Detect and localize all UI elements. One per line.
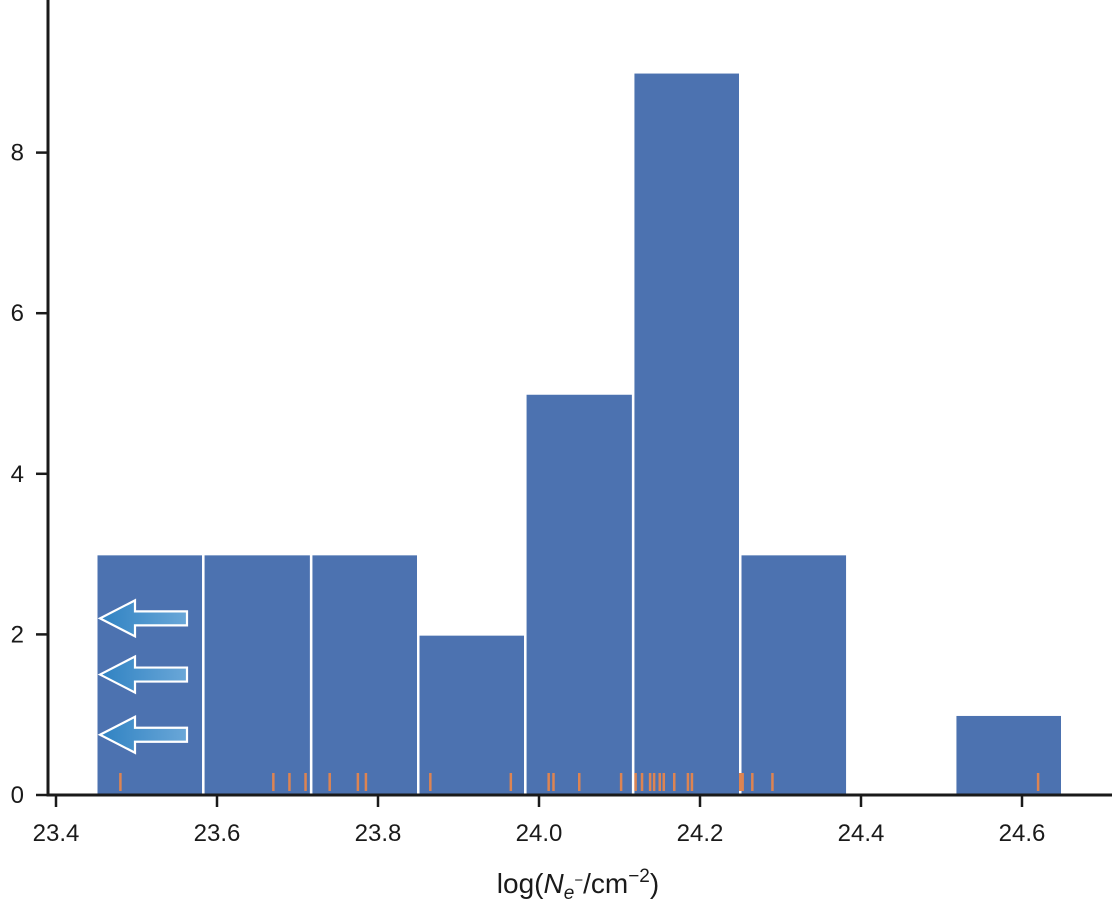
histogram-bar	[309, 552, 420, 797]
y-tick-label: 6	[11, 300, 24, 327]
x-tick-label: 24.6	[999, 820, 1046, 847]
y-tick-label: 4	[11, 461, 24, 488]
x-tick-label: 23.6	[194, 820, 241, 847]
histogram-bar	[417, 633, 527, 797]
x-tick-label: 24.4	[838, 820, 885, 847]
bars-layer	[95, 71, 1064, 797]
upper-limit-arrow	[97, 654, 189, 695]
x-tick-label: 23.8	[355, 820, 402, 847]
histogram-bar	[739, 552, 849, 797]
histogram-bar	[524, 392, 635, 797]
x-tick-label: 23.4	[33, 820, 80, 847]
upper-limit-arrow	[97, 598, 189, 639]
x-tick-label: 24.2	[677, 820, 724, 847]
histogram-bar	[953, 713, 1064, 797]
histogram-bar	[631, 71, 742, 797]
y-tick-label: 2	[11, 621, 24, 648]
rug-layer	[119, 773, 1040, 791]
histogram-bar	[202, 552, 313, 797]
axes: 23.4 23.6 23.8 24.0 24.2 24.4 24.6 0 2 4 6 8	[11, 0, 1112, 847]
upper-limit-arrows	[97, 598, 189, 755]
y-tick-label: 8	[11, 140, 24, 167]
y-tick-label: 0	[11, 782, 24, 809]
x-tick-label: 24.0	[516, 820, 563, 847]
upper-limit-arrow	[97, 714, 189, 755]
x-axis-label: log(Ne−/cm−2)	[497, 866, 659, 904]
